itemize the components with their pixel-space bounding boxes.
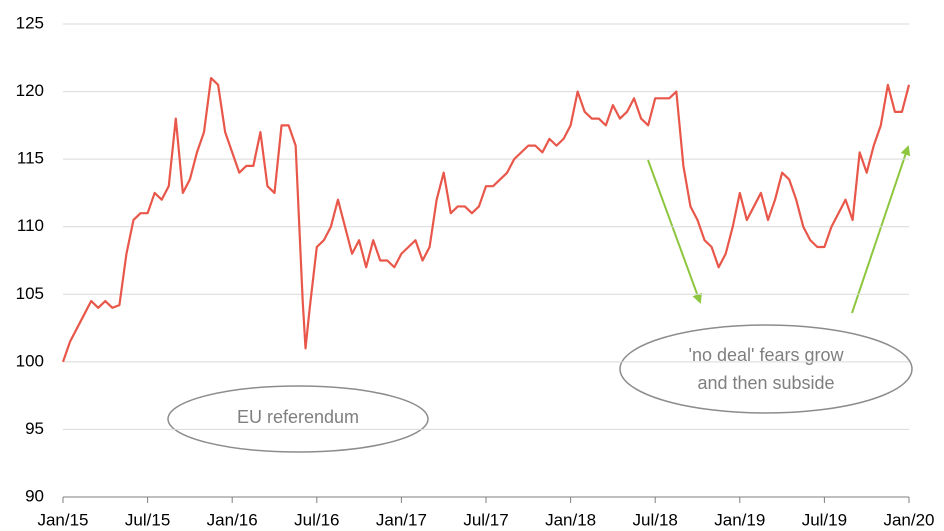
- x-tick-label: Jul/16: [294, 510, 339, 529]
- y-tick-label: 105: [16, 284, 44, 303]
- x-tick-label: Jan/16: [207, 510, 258, 529]
- annotation: 'no deal' fears grow: [689, 345, 845, 365]
- x-tick-label: Jul/18: [633, 510, 678, 529]
- annotation-ellipse: [167, 385, 429, 453]
- y-tick-label: 110: [17, 216, 44, 235]
- x-tick-label: Jan/18: [545, 510, 596, 529]
- y-tick-label: 125: [16, 13, 44, 32]
- annotation-ellipse: [619, 324, 913, 414]
- arrow: [647, 159, 702, 304]
- x-tick-label: Jul/17: [463, 510, 508, 529]
- x-tick-label: Jan/19: [714, 510, 765, 529]
- x-tick-label: Jan/20: [883, 510, 934, 529]
- y-tick-label: 115: [17, 149, 44, 168]
- y-tick-label: 100: [16, 351, 44, 370]
- line: [61, 76, 911, 363]
- y-tick-label: 90: [25, 486, 44, 505]
- x-tick-label: Jan/15: [37, 510, 88, 529]
- y-tick-label: 120: [16, 81, 44, 100]
- arrow: [851, 145, 911, 314]
- annotation: and then subside: [697, 373, 834, 393]
- x-tick-label: Jan/17: [376, 510, 427, 529]
- x-tick-label: Jul/19: [802, 510, 847, 529]
- annotation: EU referendum: [237, 407, 359, 427]
- x-tick-label: Jul/15: [125, 510, 170, 529]
- y-tick-label: 95: [25, 419, 44, 438]
